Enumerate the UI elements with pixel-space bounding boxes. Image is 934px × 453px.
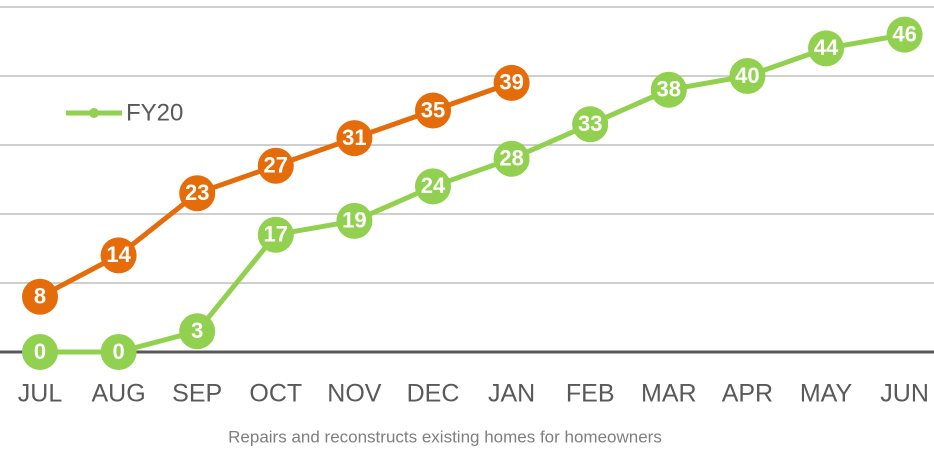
x-tick-label: MAY	[800, 380, 853, 408]
value-label: 0	[34, 339, 46, 364]
marker	[336, 120, 373, 157]
x-tick-label: APR	[722, 380, 773, 408]
marker	[415, 92, 451, 129]
value-label: 27	[264, 153, 288, 178]
marker	[22, 334, 58, 370]
value-label: 19	[342, 208, 366, 233]
value-label: 24	[421, 173, 446, 198]
marker	[100, 334, 137, 370]
marker	[257, 216, 294, 253]
x-tick-label: JUN	[880, 380, 929, 408]
x-tick-label: AUG	[92, 380, 146, 408]
value-label: 33	[578, 111, 602, 136]
marker	[415, 168, 451, 205]
value-label: 31	[342, 125, 366, 150]
legend-label: FY20	[126, 99, 183, 126]
marker	[257, 147, 294, 184]
value-label: 0	[112, 339, 124, 364]
x-tick-label: OCT	[249, 380, 302, 408]
value-label: 39	[499, 70, 523, 95]
marker	[808, 30, 844, 67]
marker	[493, 64, 530, 101]
value-label: 14	[106, 242, 131, 267]
x-tick-label: JAN	[488, 380, 535, 408]
value-label: 17	[264, 222, 288, 247]
marker	[886, 16, 923, 53]
value-label: 44	[814, 35, 839, 60]
x-tick-label: DEC	[407, 380, 460, 408]
x-tick-label: NOV	[327, 380, 382, 408]
x-axis-label: Repairs and reconstructs existing homes …	[228, 427, 662, 446]
x-tick-label: JUL	[18, 380, 63, 408]
marker	[179, 175, 216, 212]
marker	[729, 58, 766, 94]
value-label: 28	[499, 146, 523, 171]
marker	[179, 313, 216, 350]
value-label: 23	[185, 180, 209, 205]
series-line	[40, 32, 906, 355]
x-tick-label: MAR	[641, 380, 697, 408]
marker	[572, 106, 609, 143]
marker	[336, 202, 373, 239]
legend-marker	[89, 108, 99, 118]
marker	[22, 278, 58, 315]
value-label: 46	[892, 21, 916, 46]
marker	[100, 237, 137, 274]
x-tick-label: FEB	[566, 380, 615, 408]
value-label: 40	[735, 63, 759, 88]
value-label: 8	[34, 284, 46, 309]
marker	[650, 71, 687, 108]
value-label: 38	[657, 77, 681, 102]
x-tick-label: SEP	[172, 380, 222, 408]
value-label: 35	[421, 97, 445, 122]
value-label: 3	[191, 318, 203, 343]
marker	[493, 140, 530, 177]
